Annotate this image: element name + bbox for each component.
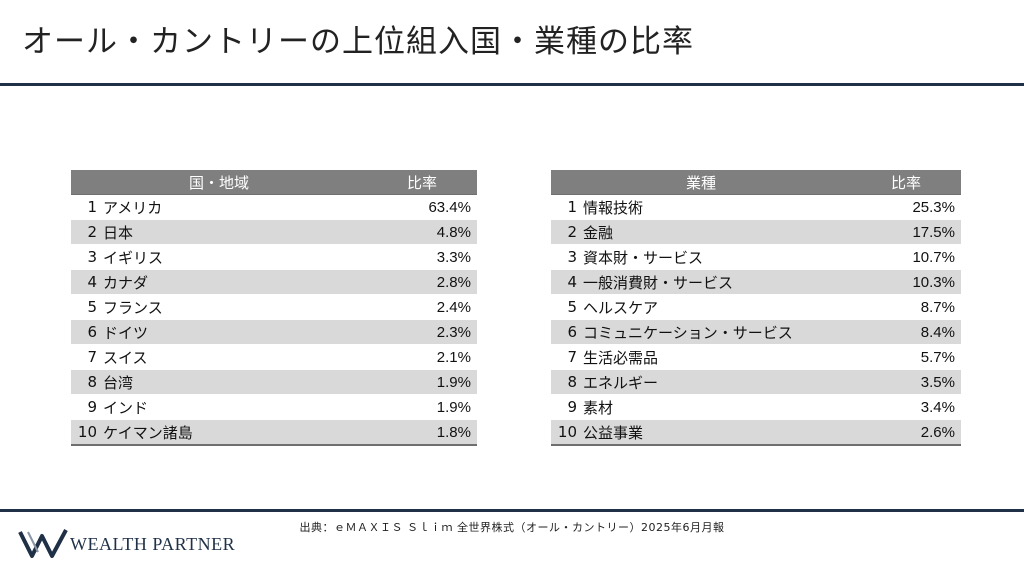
sector-value: 8.4%: [851, 319, 961, 345]
country-name: アメリカ: [103, 194, 367, 220]
country-rank: 8: [71, 369, 103, 395]
sector-row: 1 情報技術 25.3%: [551, 194, 961, 220]
country-row: 6 ドイツ 2.3%: [71, 319, 477, 345]
sector-name: 一般消費財・サービス: [583, 269, 851, 295]
country-rank: 7: [71, 344, 103, 370]
country-name: スイス: [103, 344, 367, 370]
country-name: イギリス: [103, 244, 367, 270]
page-title: オール・カントリーの上位組入国・業種の比率: [22, 24, 694, 60]
sector-rank: 1: [551, 194, 583, 220]
country-rank: 5: [71, 294, 103, 320]
country-value: 3.3%: [367, 244, 477, 270]
country-value: 1.8%: [367, 419, 477, 446]
sector-rank: 4: [551, 269, 583, 295]
sector-row: 3 資本財・サービス 10.7%: [551, 244, 961, 270]
sector-value: 5.7%: [851, 344, 961, 370]
sector-name: コミュニケーション・サービス: [583, 319, 851, 345]
sector-rank: 8: [551, 369, 583, 395]
sector-rank: 10: [551, 419, 583, 446]
country-value: 2.8%: [367, 269, 477, 295]
country-value: 4.8%: [367, 219, 477, 245]
sector-row: 4 一般消費財・サービス 10.3%: [551, 269, 961, 295]
sector-value: 17.5%: [851, 219, 961, 245]
sector-value: 2.6%: [851, 419, 961, 446]
country-name: カナダ: [103, 269, 367, 295]
country-name: ケイマン諸島: [103, 419, 367, 446]
logo-text: WEALTH PARTNER: [70, 534, 236, 554]
country-table: 国・地域 比率 1 アメリカ 63.4% 2 日本 4.8% 3 イギリス 3.3% 4 カナダ 2.…: [71, 170, 477, 446]
source-note: 出典：ｅＭＡＸＩＳ Ｓｌｉｍ 全世界株式（オール・カントリー）2025年6月月報: [299, 521, 725, 534]
country-row: 10 ケイマン諸島 1.8%: [71, 419, 477, 446]
country-header-value: 比率: [367, 170, 477, 195]
sector-header-value: 比率: [851, 170, 961, 195]
country-value: 2.4%: [367, 294, 477, 320]
sector-row: 10 公益事業 2.6%: [551, 419, 961, 446]
country-rank: 9: [71, 394, 103, 420]
country-header-name: 国・地域: [71, 170, 367, 195]
sector-rank: 9: [551, 394, 583, 420]
sector-row: 5 ヘルスケア 8.7%: [551, 294, 961, 320]
sector-row: 8 エネルギー 3.5%: [551, 369, 961, 395]
sector-value: 25.3%: [851, 194, 961, 220]
country-row: 8 台湾 1.9%: [71, 369, 477, 395]
sector-value: 3.4%: [851, 394, 961, 420]
country-row: 9 インド 1.9%: [71, 394, 477, 420]
country-row: 4 カナダ 2.8%: [71, 269, 477, 295]
country-value: 2.1%: [367, 344, 477, 370]
sector-name: エネルギー: [583, 369, 851, 395]
country-row: 7 スイス 2.1%: [71, 344, 477, 370]
sector-rank: 3: [551, 244, 583, 270]
sector-value: 8.7%: [851, 294, 961, 320]
country-row: 1 アメリカ 63.4%: [71, 194, 477, 220]
sector-name: 情報技術: [583, 194, 851, 220]
sector-name: 金融: [583, 219, 851, 245]
country-value: 63.4%: [367, 194, 477, 220]
sector-header-name: 業種: [551, 170, 851, 195]
country-name: インド: [103, 394, 367, 420]
country-row: 2 日本 4.8%: [71, 219, 477, 245]
country-rank: 4: [71, 269, 103, 295]
sector-value: 3.5%: [851, 369, 961, 395]
sector-name: 資本財・サービス: [583, 244, 851, 270]
country-rank: 6: [71, 319, 103, 345]
sector-name: 公益事業: [583, 419, 851, 446]
footer-divider: [0, 509, 1024, 512]
sector-row: 9 素材 3.4%: [551, 394, 961, 420]
sector-value: 10.7%: [851, 244, 961, 270]
sector-rank: 2: [551, 219, 583, 245]
country-name: ドイツ: [103, 319, 367, 345]
country-value: 1.9%: [367, 369, 477, 395]
country-rank: 1: [71, 194, 103, 220]
sector-row: 2 金融 17.5%: [551, 219, 961, 245]
country-name: フランス: [103, 294, 367, 320]
sector-value: 10.3%: [851, 269, 961, 295]
sector-row: 6 コミュニケーション・サービス 8.4%: [551, 319, 961, 345]
sector-table: 業種 比率 1 情報技術 25.3% 2 金融 17.5% 3 資本財・サービス 10.7% 4 一…: [551, 170, 961, 446]
country-rank: 10: [71, 419, 103, 446]
country-rank: 2: [71, 219, 103, 245]
country-row: 3 イギリス 3.3%: [71, 244, 477, 270]
sector-row: 7 生活必需品 5.7%: [551, 344, 961, 370]
sector-rank: 5: [551, 294, 583, 320]
sector-name: 生活必需品: [583, 344, 851, 370]
sector-name: 素材: [583, 394, 851, 420]
country-name: 日本: [103, 219, 367, 245]
wp-logo-icon: [18, 529, 68, 558]
sector-rank: 6: [551, 319, 583, 345]
sector-name: ヘルスケア: [583, 294, 851, 320]
header-divider: [0, 83, 1024, 86]
country-rank: 3: [71, 244, 103, 270]
country-value: 1.9%: [367, 394, 477, 420]
country-value: 2.3%: [367, 319, 477, 345]
country-name: 台湾: [103, 369, 367, 395]
country-row: 5 フランス 2.4%: [71, 294, 477, 320]
sector-rank: 7: [551, 344, 583, 370]
